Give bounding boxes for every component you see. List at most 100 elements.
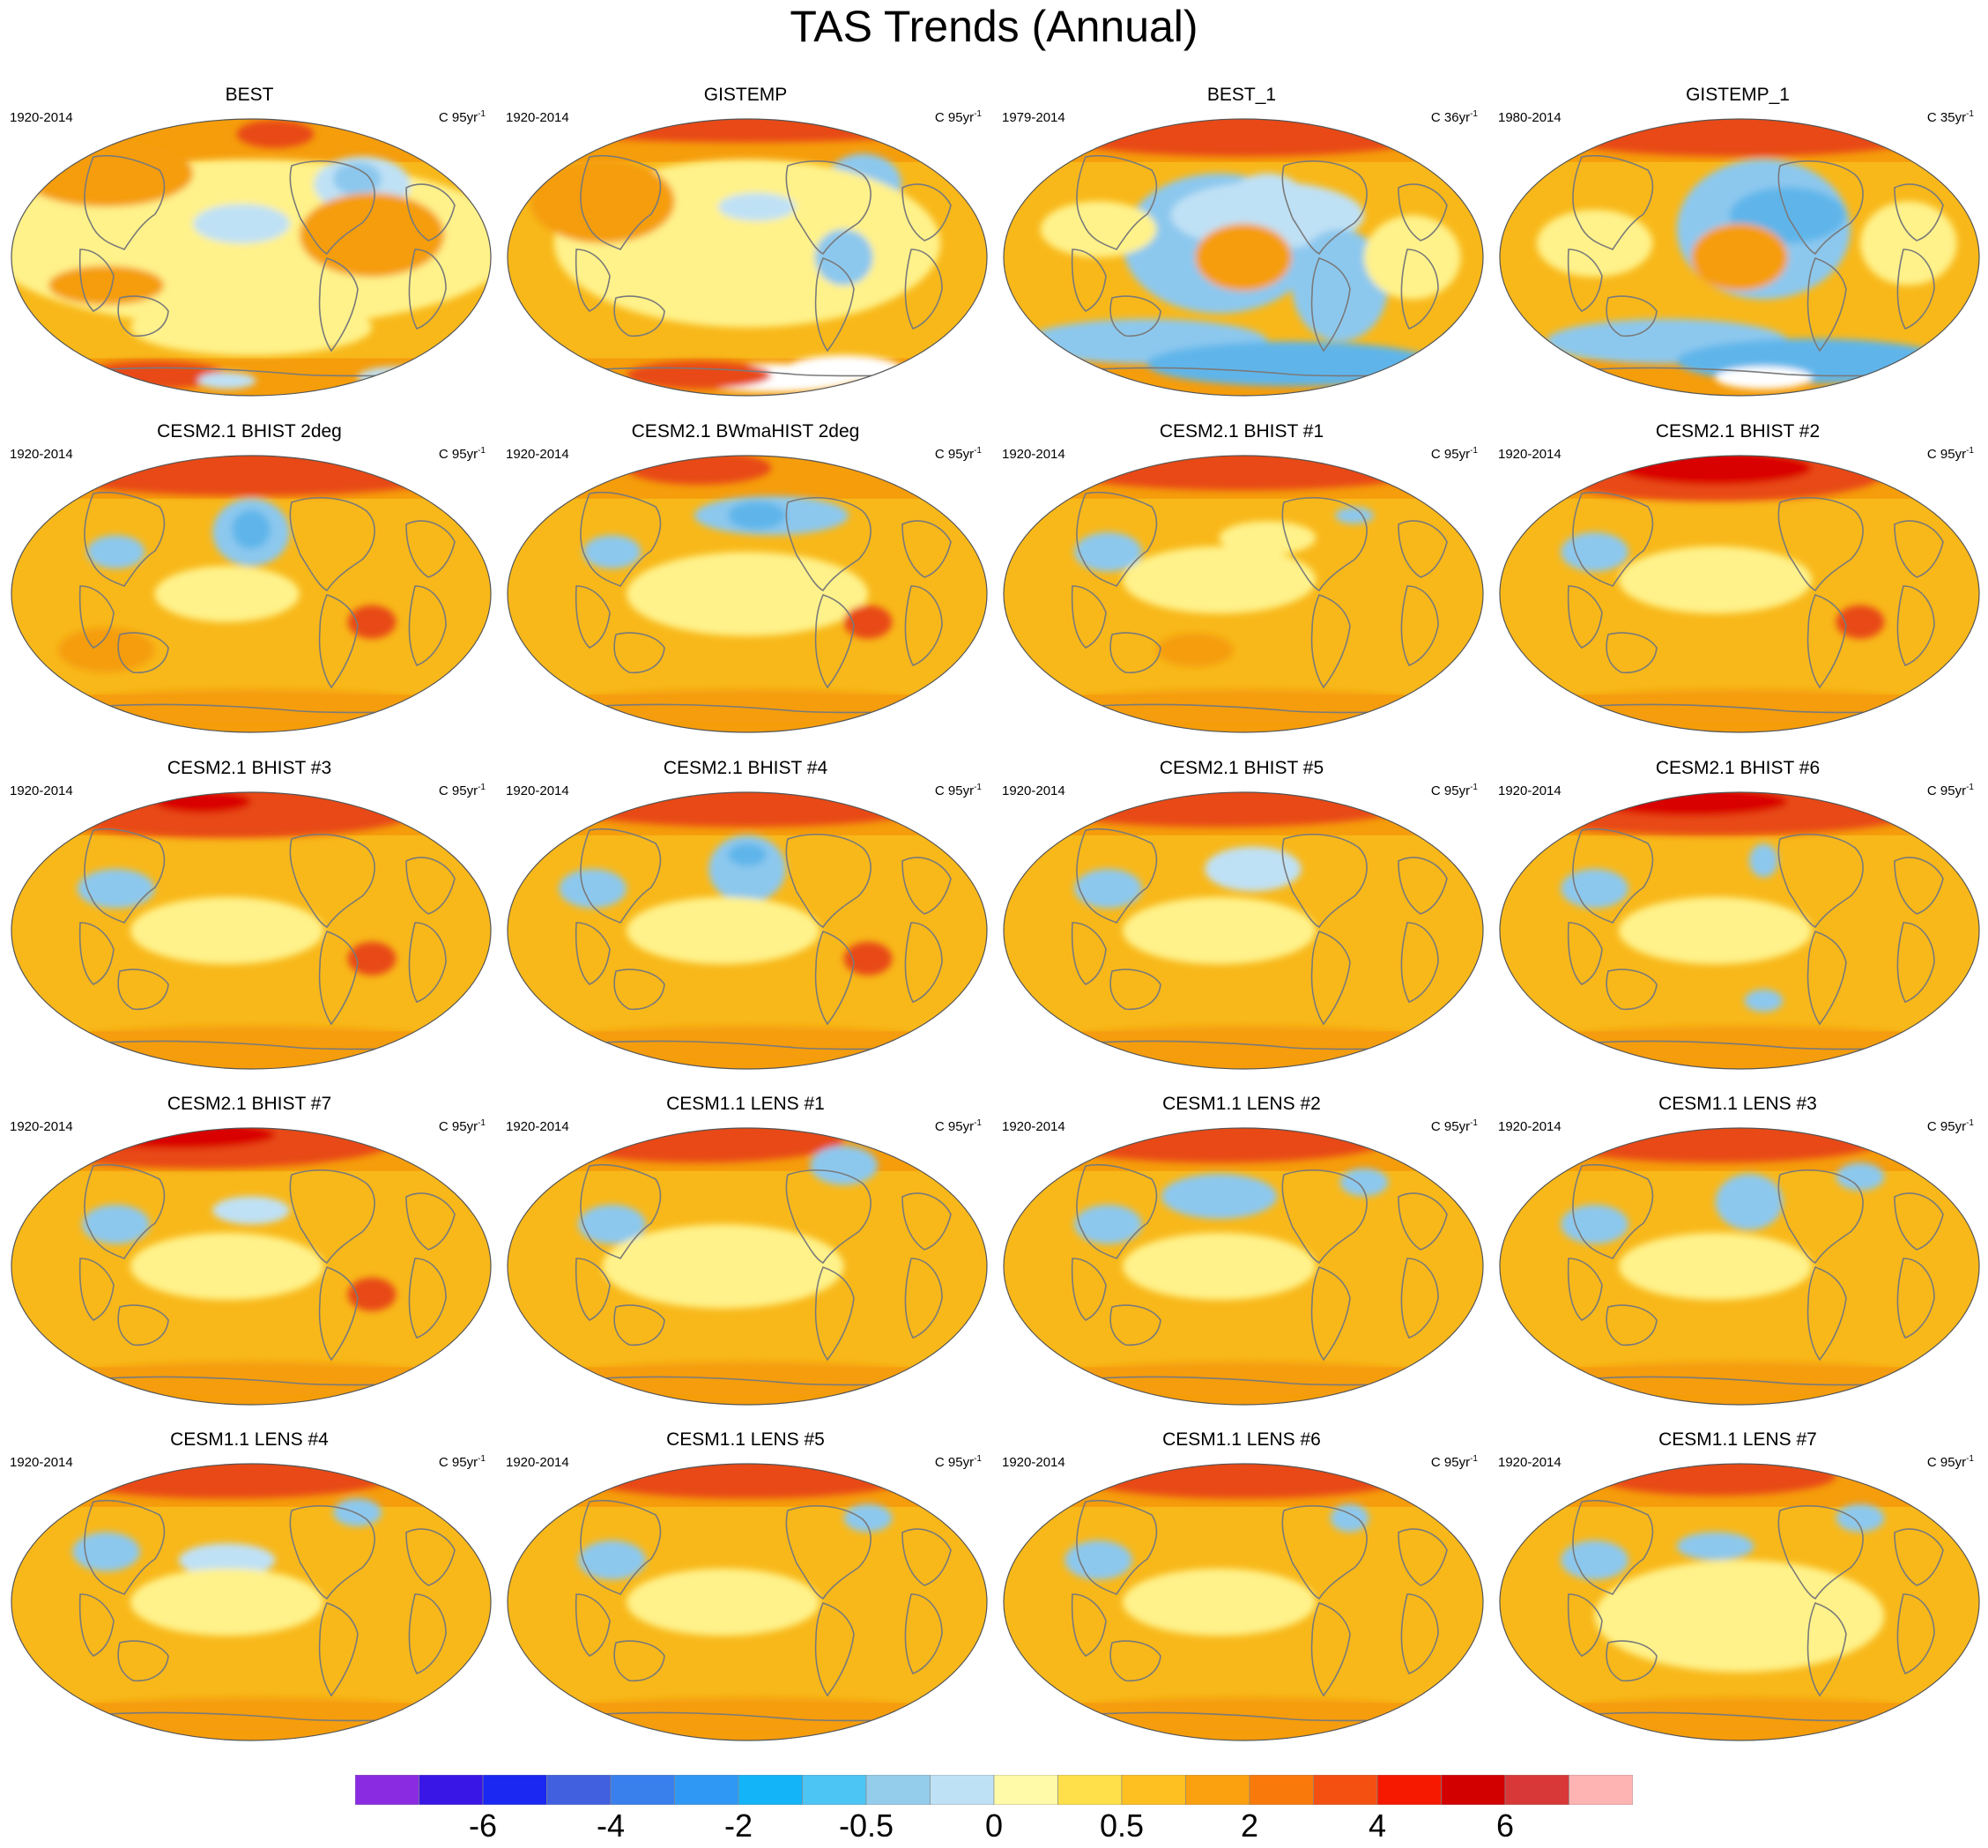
map-outline: [507, 1127, 988, 1406]
coastline: [613, 1640, 665, 1681]
coastline: [785, 160, 872, 256]
trend-contour: [1161, 1174, 1278, 1219]
coastline: [1310, 1266, 1351, 1362]
map-outline: [11, 791, 492, 1070]
coastline: [408, 249, 447, 330]
trend-contour: [299, 192, 445, 278]
trend-contour: [578, 1205, 646, 1244]
coastline: [1606, 1304, 1658, 1346]
coastline: [1071, 249, 1107, 312]
colorbar-segment: [546, 1775, 612, 1805]
map-outline: [1499, 791, 1980, 1070]
coastline: [1109, 632, 1161, 673]
trend-contour: [602, 1224, 844, 1309]
coastline: [1777, 1169, 1864, 1265]
colorbar-segment: [355, 1775, 419, 1805]
trend-contour: [178, 1543, 276, 1577]
coastline: [408, 922, 447, 1004]
colorbar-segment: [1121, 1775, 1186, 1805]
map-outline: [1499, 118, 1980, 397]
panel-title: CESM1.1 LENS #3: [1658, 1094, 1817, 1114]
panel-period: 1920-2014: [506, 1455, 569, 1470]
map-outline: [1003, 1463, 1484, 1741]
trend-contour: [197, 372, 256, 390]
map-outline: [1499, 455, 1980, 733]
map-outline: [507, 791, 988, 1070]
trend-map: [1003, 1127, 1484, 1406]
colorbar-segment: [865, 1775, 931, 1805]
coastline: [78, 922, 115, 985]
trend-contour: [810, 1146, 878, 1185]
coastline: [1894, 1528, 1944, 1586]
coastline: [901, 520, 952, 578]
coastline: [405, 520, 456, 578]
coastline: [117, 1640, 169, 1681]
colorbar: [355, 1775, 1633, 1805]
panel-title: CESM1.1 LENS #5: [666, 1429, 825, 1450]
coastline: [1572, 1163, 1654, 1259]
coastline: [613, 295, 665, 337]
trend-contour: [1536, 209, 1653, 278]
coastline: [1806, 1602, 1847, 1697]
colorbar-segment: [993, 1775, 1058, 1805]
trend-contour: [1748, 843, 1778, 878]
coastline: [1109, 1304, 1161, 1346]
coastline: [408, 585, 447, 667]
coastline: [1606, 632, 1658, 673]
coastline: [318, 1266, 359, 1362]
trend-contour: [1836, 605, 1885, 639]
trend-map: [11, 455, 492, 733]
trend-contour: [1146, 341, 1437, 387]
coastline: [1400, 922, 1439, 1004]
panel-period: 1920-2014: [1002, 447, 1065, 462]
trend-contour: [1335, 507, 1374, 524]
map-outline: [1003, 1127, 1484, 1406]
coastline: [289, 1169, 375, 1265]
coastline: [814, 931, 855, 1026]
panel-period: 1920-2014: [1002, 1455, 1065, 1470]
trend-contour: [1339, 1168, 1389, 1197]
trend-contour: [1064, 1540, 1132, 1580]
trend-contour: [333, 1498, 382, 1527]
coastline: [1076, 828, 1158, 924]
map-outline: [11, 118, 492, 397]
coastline: [1281, 497, 1368, 592]
trend-map: [507, 118, 988, 397]
panel-units: C 95yr-1: [438, 783, 486, 798]
colorbar-tick-label: 2: [1240, 1807, 1259, 1844]
colorbar-tick-label: -6: [468, 1807, 497, 1844]
trend-contour: [785, 355, 902, 384]
colorbar-segment: [1569, 1775, 1633, 1805]
panel-units: C 36yr-1: [1430, 109, 1478, 125]
coastline: [1567, 922, 1603, 985]
panel-units: C 95yr-1: [438, 446, 486, 462]
trend-contour: [1676, 1532, 1754, 1561]
coastline: [84, 1499, 166, 1595]
coastline: [904, 249, 943, 330]
colorbar-segment: [1185, 1775, 1250, 1805]
coastline: [1310, 594, 1351, 689]
trend-contour: [1546, 689, 1933, 724]
coastline: [1896, 1593, 1935, 1675]
panel-units: C 95yr-1: [934, 1454, 982, 1470]
trend-contour: [48, 265, 165, 306]
coastline: [1572, 154, 1654, 250]
trend-contour: [530, 119, 965, 143]
trend-contour: [718, 192, 796, 221]
panel-title: CESM2.1 BHIST #2: [1655, 421, 1821, 442]
trend-contour: [553, 689, 941, 724]
colorbar-segment: [802, 1775, 867, 1805]
panel-title: CESM2.1 BWmaHIST 2deg: [631, 421, 860, 442]
coastline: [613, 969, 665, 1010]
coastline: [1398, 520, 1448, 578]
coastline: [1071, 585, 1107, 649]
panel-units: C 95yr-1: [1430, 1454, 1478, 1470]
coastline: [1572, 491, 1654, 587]
trend-map: [1003, 118, 1484, 397]
trend-contour: [582, 535, 642, 569]
panel-title: CESM2.1 BHIST #7: [167, 1094, 332, 1114]
panel-units: C 95yr-1: [934, 783, 982, 798]
coastline: [1572, 1499, 1654, 1595]
panel-units: C 95yr-1: [934, 1118, 982, 1134]
trend-contour: [1040, 201, 1157, 257]
